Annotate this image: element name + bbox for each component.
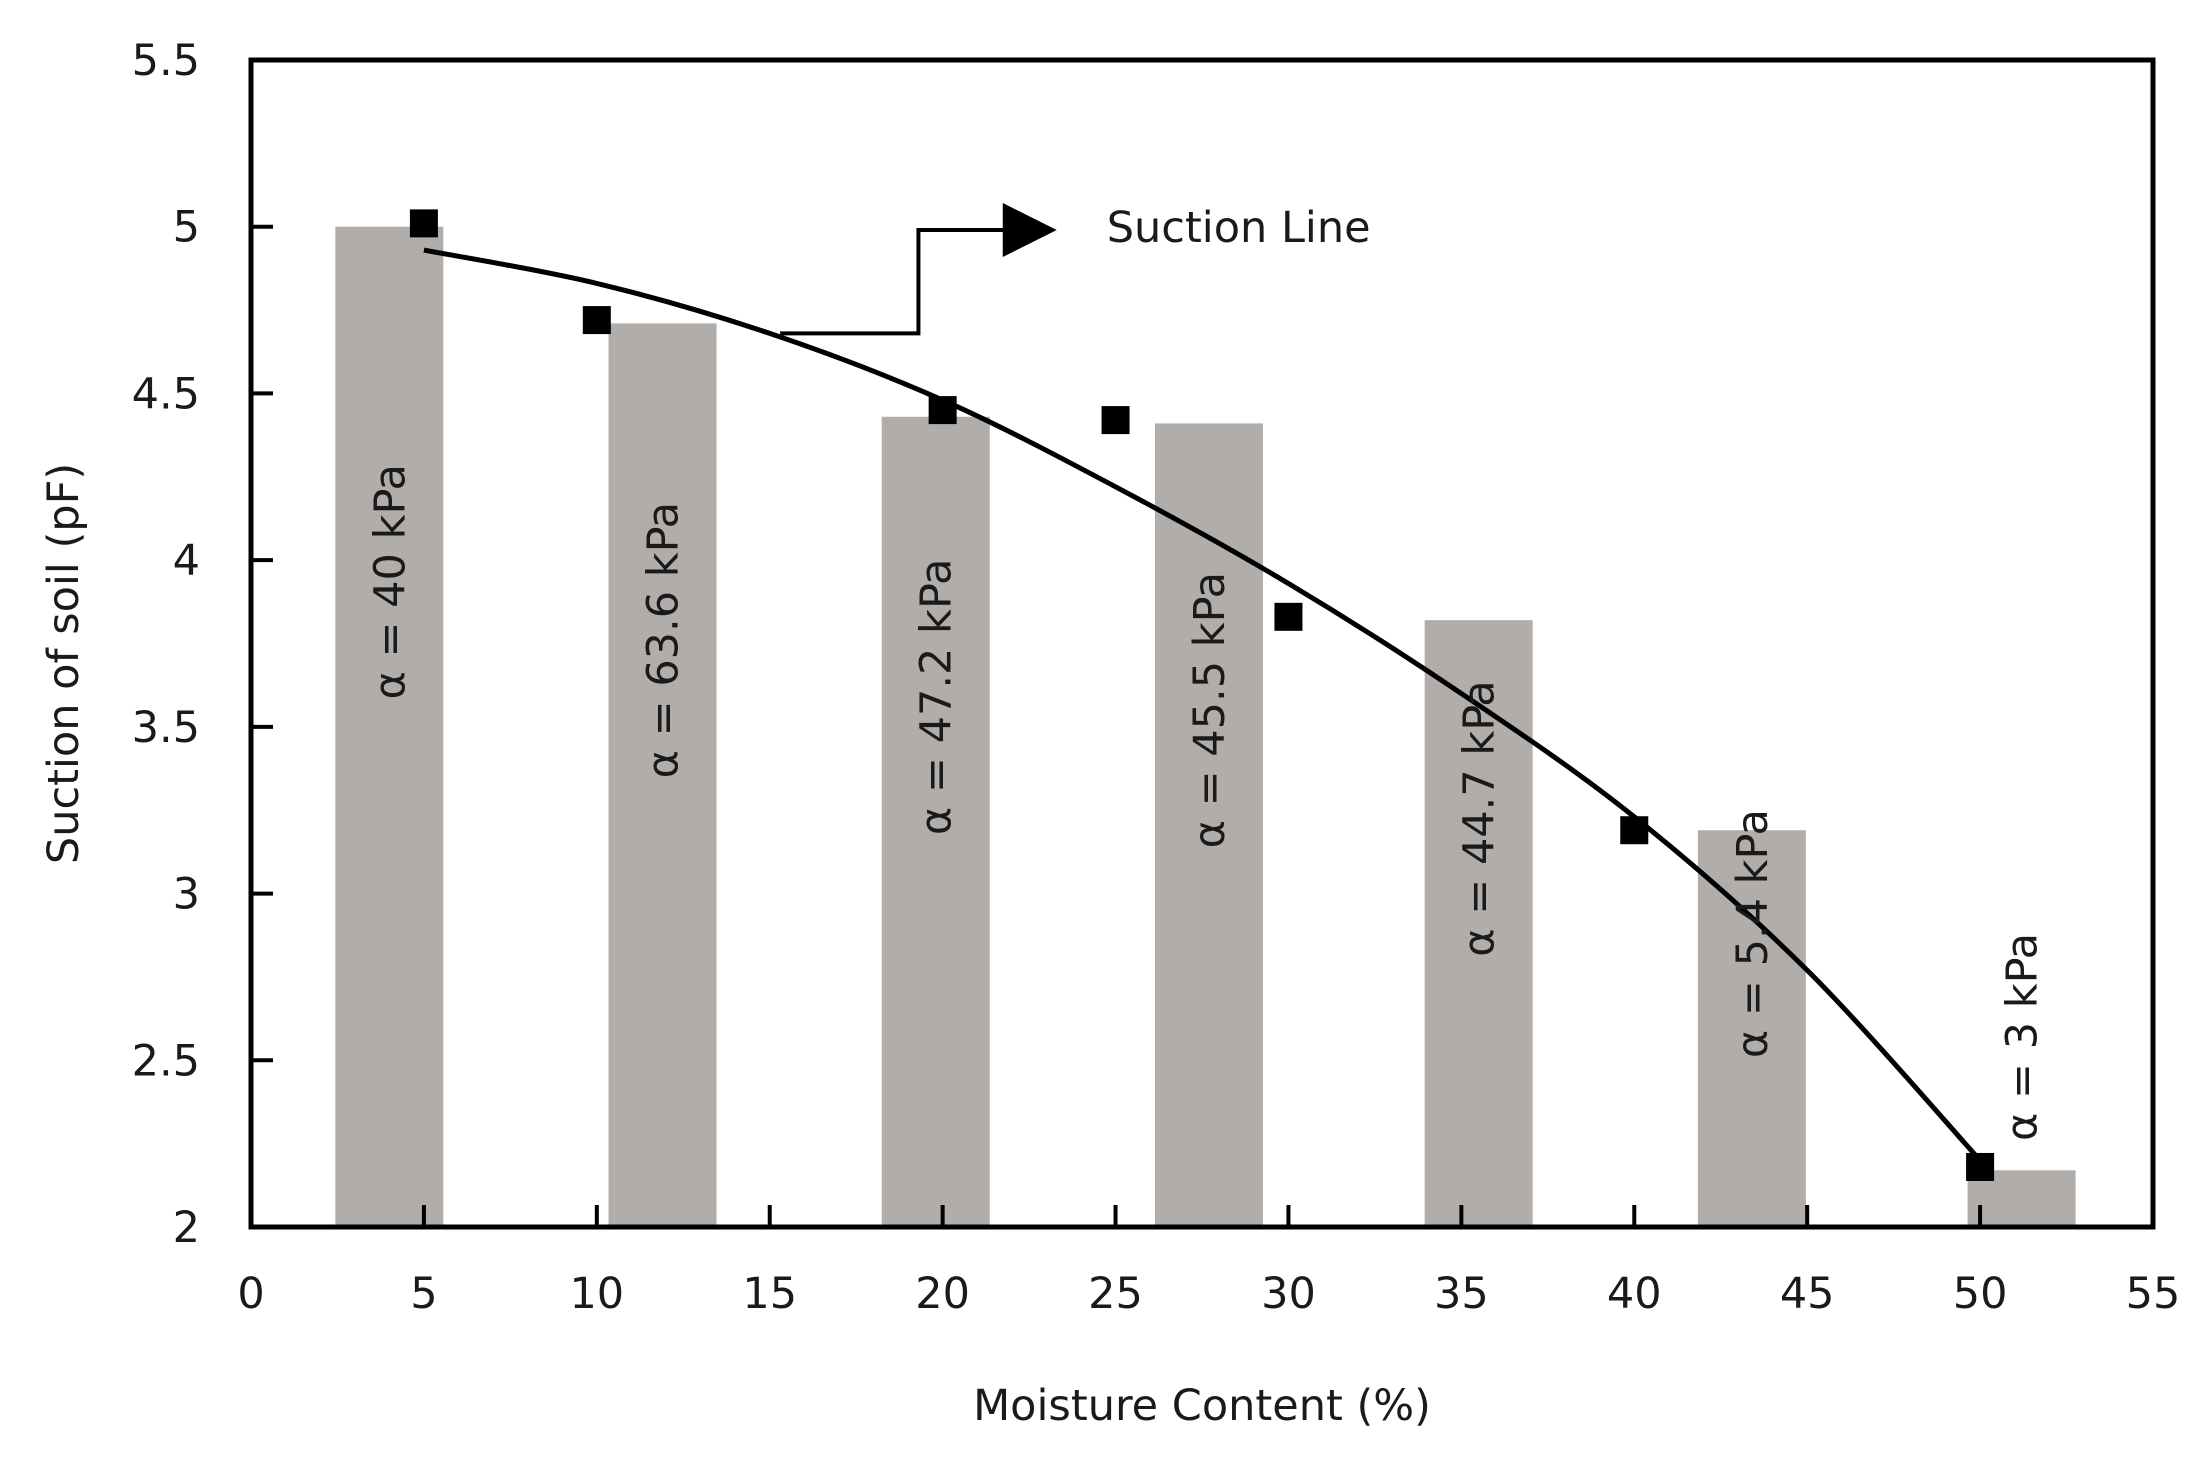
- bar: [1424, 620, 1533, 1227]
- bar: [881, 416, 990, 1228]
- data-point: [1620, 816, 1649, 845]
- x-tick-label: 40: [1607, 1269, 1662, 1319]
- bar-label: α = 40 kPa: [365, 464, 415, 699]
- axes-group: [248, 57, 2156, 1230]
- x-tick-label: 45: [1780, 1269, 1835, 1319]
- x-tick-label: 25: [1088, 1269, 1143, 1319]
- y-tick-label: 3.5: [132, 703, 200, 753]
- callout-arrowhead: [1002, 203, 1057, 258]
- x-tick-label: 0: [237, 1269, 264, 1319]
- bar: [1697, 830, 1806, 1227]
- x-tick-label: 5: [410, 1269, 437, 1319]
- x-tick-label: 35: [1434, 1269, 1489, 1319]
- bar: [608, 323, 717, 1227]
- bar-label: α = 45.5 kPa: [1185, 572, 1235, 848]
- callout-connector: [780, 228, 1011, 336]
- y-tick-label: 3: [173, 870, 200, 920]
- bar-label: α = 44.7 kPa: [1455, 680, 1505, 956]
- data-point: [1966, 1152, 1995, 1181]
- x-tick-label: 30: [1261, 1269, 1316, 1319]
- x-axis-title: Moisture Content (%): [973, 1381, 1431, 1431]
- labels-group: 0 5 10 15 20 25 30 35 40 45 50 55 2 2.5 3 3.5 4 4.5 5 5.5 Mo…: [39, 36, 2180, 1431]
- points-group: [409, 209, 1995, 1181]
- y-tick-label: 4: [173, 536, 200, 586]
- data-point: [1101, 406, 1130, 435]
- x-tick-label: 50: [1953, 1269, 2008, 1319]
- fit-line-group: [423, 247, 1982, 1162]
- y-tick-label: 2.5: [132, 1036, 200, 1086]
- data-point: [409, 209, 438, 238]
- bar-label: α = 47.2 kPa: [912, 559, 962, 835]
- data-point: [928, 396, 957, 425]
- x-tick-label: 10: [569, 1269, 624, 1319]
- x-tick-label: 15: [742, 1269, 797, 1319]
- suction-line: [423, 247, 1982, 1162]
- data-point: [1274, 602, 1303, 631]
- y-axis-title: Suction of soil (pF): [39, 463, 89, 864]
- y-tick-label: 2: [173, 1203, 200, 1253]
- y-tick-label: 4.5: [132, 369, 200, 419]
- y-tick-label: 5.5: [132, 36, 200, 86]
- x-tick-label: 20: [915, 1269, 970, 1319]
- x-tick-label: 55: [2126, 1269, 2181, 1319]
- bar-label: α = 63.6 kPa: [639, 502, 689, 778]
- bar-label: α = 3 kPa: [1998, 933, 2048, 1141]
- annotation-group: Suction Line: [780, 203, 1371, 336]
- callout-label: Suction Line: [1107, 203, 1371, 253]
- data-point: [582, 306, 611, 335]
- bar-label: α = 5.4 kPa: [1728, 809, 1778, 1058]
- bar: [335, 226, 444, 1227]
- plot-frame: [248, 57, 2156, 1230]
- y-tick-label: 5: [173, 203, 200, 253]
